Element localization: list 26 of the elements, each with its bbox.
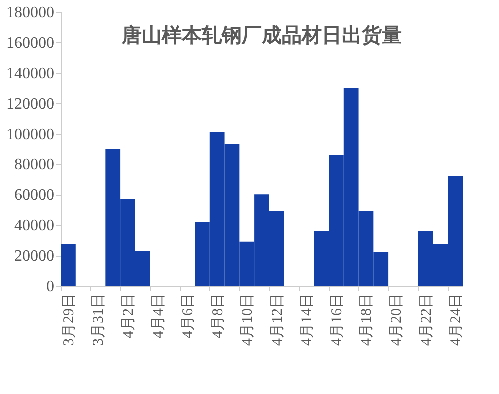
y-tick-label: 100000: [6, 126, 54, 144]
y-tick-label: 20000: [14, 248, 54, 266]
x-tick-label: 4月18日: [359, 294, 376, 346]
x-tick-label: 4月14日: [300, 294, 316, 346]
y-tick-label: 0: [46, 278, 54, 296]
y-tick-label: 120000: [6, 96, 54, 113]
x-tick-label: 4月6日: [180, 294, 197, 338]
x-tick-label: 4月12日: [270, 294, 286, 346]
y-tick-label: 140000: [6, 65, 54, 82]
y-tick-label: 160000: [6, 34, 54, 52]
x-tick-label: 3月29日: [61, 294, 78, 346]
x-tick-label: 3月31日: [91, 294, 108, 346]
y-tick-label: 80000: [14, 156, 54, 174]
x-tick-label: 4月10日: [240, 294, 256, 346]
x-tick-label: 4月16日: [329, 294, 346, 346]
x-tick-label: 4月2日: [121, 294, 137, 338]
x-tick-label: 4月20日: [389, 294, 405, 346]
x-tick-label: 4月24日: [448, 294, 465, 346]
x-tick-label: 4月22日: [418, 294, 435, 346]
text: 唐山样本轧钢厂成品材日出货量: [121, 24, 402, 47]
y-tick-label: 40000: [14, 218, 54, 235]
bar: [61, 244, 76, 286]
y-tick-label: 180000: [6, 4, 54, 22]
x-tick-label: 4月8日: [210, 294, 226, 338]
x-tick-label: 4月4日: [150, 294, 167, 338]
y-tick-label: 60000: [14, 187, 54, 204]
